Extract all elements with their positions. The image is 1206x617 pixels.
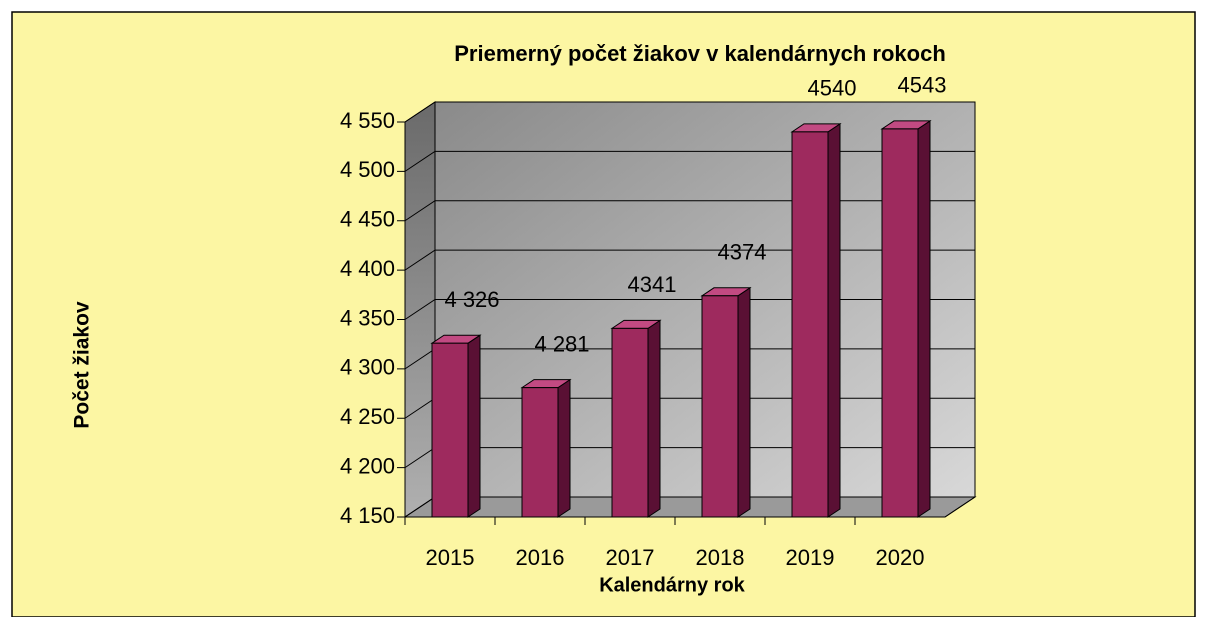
x-axis-title: Kalendárny rok [599,574,745,596]
y-tick-label: 4 300 [340,355,395,380]
x-axis-depth [944,496,976,518]
x-tick-label: 2017 [606,545,655,570]
bar [521,387,559,518]
x-tick-label: 2018 [696,545,745,570]
data-label: 4374 [718,240,767,265]
bar [611,327,649,518]
y-tick-label: 4 450 [340,207,395,232]
y-tick-label: 4 500 [340,157,395,182]
x-tick-label: 2016 [516,545,565,570]
chart-title: Priemerný počet žiakov v kalendárnych ro… [454,41,946,66]
bar [881,128,919,518]
bar [791,131,829,518]
y-tick-label: 4 200 [340,453,395,478]
y-tick-label: 4 250 [340,404,395,429]
y-axis-title: Počet žiakov [71,301,94,429]
data-label: 4341 [628,272,677,297]
x-tick-label: 2015 [426,545,475,570]
data-label: 4 326 [444,287,499,312]
grid-line [404,101,975,123]
y-tick-label: 4 350 [340,305,395,330]
bar-side [557,378,571,518]
x-tick-label: 2019 [786,545,835,570]
bar-side [917,119,931,518]
data-label: 4 281 [534,331,589,356]
y-tick-label: 4 550 [340,108,395,133]
x-tick-label: 2020 [876,545,925,570]
y-tick-label: 4 400 [340,256,395,281]
data-label: 4543 [898,73,947,98]
y-tick-label: 4 150 [340,503,395,528]
bar [431,342,469,518]
bar-side [647,319,661,518]
data-label: 4540 [808,76,857,101]
bar-side [827,122,841,518]
bar-side [467,334,481,518]
bar-side [737,286,751,518]
bar [701,295,739,518]
